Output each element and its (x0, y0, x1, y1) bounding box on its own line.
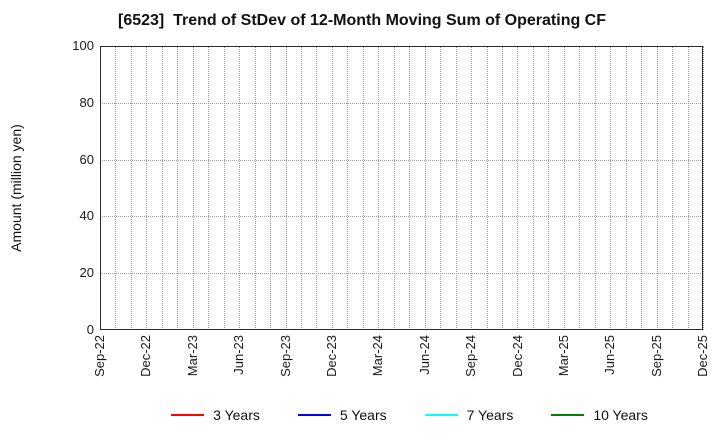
vertical-gridline (301, 46, 302, 330)
legend: 3 Years 5 Years 7 Years 10 Years (108, 407, 711, 423)
vertical-gridline (208, 46, 210, 330)
vertical-gridline (409, 46, 411, 330)
legend-item: 5 Years (297, 407, 387, 423)
y-tick-label: 80 (79, 94, 94, 110)
vertical-gridline (502, 46, 503, 330)
y-axis-label: Amount (million yen) (8, 124, 24, 252)
vertical-gridline (378, 46, 380, 330)
horizontal-gridline (100, 273, 703, 275)
vertical-gridline (625, 46, 627, 330)
legend-item-label: 7 Years (466, 407, 514, 423)
vertical-gridline (532, 46, 534, 330)
x-tick-label: Sep-23 (277, 335, 293, 377)
vertical-gridline (316, 46, 318, 330)
vertical-gridline (223, 46, 225, 330)
x-tick-label: Dec-22 (138, 335, 154, 377)
vertical-gridline (471, 46, 473, 330)
vertical-gridline (130, 46, 132, 330)
x-tick-label: Dec-25 (695, 335, 710, 377)
chart-title: [6523] Trend of StDev of 12-Month Moving… (117, 12, 607, 29)
legend-line-swatch (171, 414, 205, 416)
plot-area-frame (100, 46, 703, 330)
vertical-gridline (641, 46, 643, 330)
x-tick-label: Dec-24 (509, 335, 525, 377)
x-tick-label: Sep-25 (648, 335, 664, 377)
horizontal-gridline (100, 216, 703, 218)
legend-item: 7 Years (424, 407, 514, 423)
legend-line-swatch (424, 414, 458, 416)
y-tick-label: 40 (79, 208, 94, 224)
x-tick-label: Mar-24 (370, 335, 386, 377)
x-tick-label: Jun-23 (231, 335, 247, 375)
vertical-gridline (517, 46, 519, 330)
x-tick-label: Mar-23 (184, 335, 200, 377)
x-tick-label: Mar-25 (555, 335, 571, 377)
vertical-gridline (656, 46, 658, 330)
vertical-gridline (563, 46, 565, 330)
legend-item-label: 5 Years (339, 407, 387, 423)
vertical-gridline (270, 46, 272, 330)
legend-item-label: 3 Years (213, 407, 260, 423)
vertical-gridline (331, 46, 333, 330)
vertical-gridline (115, 46, 117, 330)
x-tick-label: Sep-22 (92, 335, 107, 377)
vertical-gridline (254, 46, 256, 330)
y-tick-label: 0 (86, 322, 94, 337)
y-tick-label: 60 (79, 151, 94, 167)
legend-item-label: 10 Years (593, 407, 648, 423)
vertical-gridline (610, 46, 612, 330)
vertical-gridline (347, 46, 349, 330)
x-tick-label: Jun-25 (602, 335, 618, 375)
vertical-gridline (486, 46, 488, 330)
vertical-gridline (192, 46, 194, 330)
vertical-gridline (177, 46, 179, 330)
vertical-gridline (239, 46, 241, 330)
vertical-gridline (579, 46, 581, 330)
vertical-gridline (455, 46, 457, 330)
horizontal-gridline (100, 159, 703, 161)
horizontal-gridline (100, 102, 703, 104)
legend-line-swatch (297, 414, 331, 416)
vertical-gridline (548, 46, 550, 330)
y-tick-label: 20 (79, 265, 94, 281)
x-tick-label: Jun-24 (416, 335, 432, 375)
vertical-gridline (594, 46, 596, 330)
vertical-gridline (424, 46, 426, 330)
vertical-gridline (362, 46, 364, 330)
y-tick-label: 100 (72, 38, 94, 53)
vertical-gridline (161, 46, 163, 330)
vertical-gridline (672, 46, 674, 330)
x-tick-label: Sep-24 (463, 335, 479, 377)
vertical-gridline (687, 46, 689, 330)
vertical-gridline (703, 46, 704, 330)
legend-item: 10 Years (551, 407, 648, 423)
vertical-gridline (440, 46, 442, 330)
legend-line-swatch (551, 414, 585, 416)
vertical-gridline (393, 46, 395, 330)
x-tick-label: Dec-23 (323, 335, 339, 377)
vertical-gridline (146, 46, 148, 330)
vertical-gridline (285, 46, 287, 330)
legend-item: 3 Years (171, 407, 260, 423)
